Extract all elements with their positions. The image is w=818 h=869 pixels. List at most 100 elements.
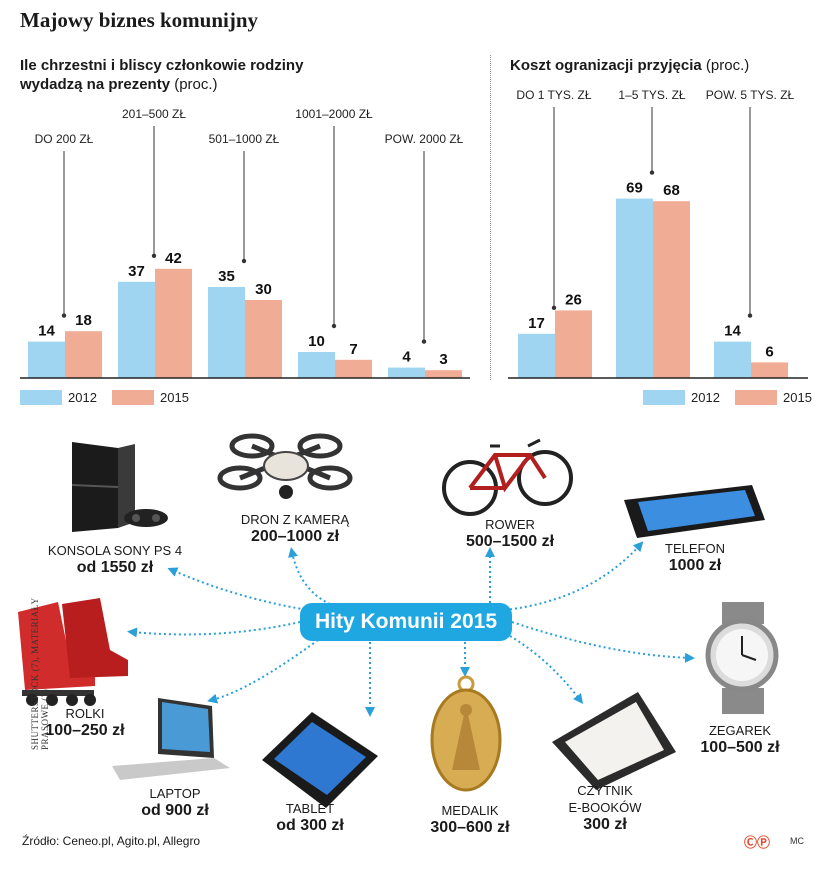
chart1-value-1-2015: 42 (165, 250, 182, 267)
item-konsola-name: KONSOLA SONY PS 4 (47, 543, 183, 558)
arrow-konsola (167, 567, 321, 613)
chart1-value-4-2012: 4 (402, 349, 411, 366)
chart1-unit: (proc.) (174, 76, 218, 93)
phone-icon (624, 485, 765, 538)
item-tablet-name: TABLET (285, 801, 335, 816)
chart2-value-0-2015: 26 (565, 291, 582, 308)
chart1-legend-2015: 2015 (160, 390, 189, 405)
ereader-icon (552, 692, 676, 790)
chart2-legend-swatch-2012 (643, 390, 685, 405)
item-rower-price: 500–1500 zł (465, 533, 555, 550)
chart2-value-1-2012: 69 (626, 180, 643, 197)
chart1-value-3-2015: 7 (349, 341, 357, 358)
chart2-bar-1-2012 (616, 198, 653, 378)
bicycle-icon (442, 438, 573, 516)
hub-label: Hity Komunii 2015 (300, 603, 512, 641)
chart2-bar-2-2012 (714, 341, 751, 378)
chart2-category-2: POW. 5 TYS. ZŁ (706, 88, 795, 102)
chart2-bar-1-2015 (653, 201, 690, 378)
medal-icon (430, 675, 502, 792)
arrow-telefon (504, 541, 644, 611)
chart2-value-1-2015: 68 (663, 182, 680, 199)
item-telefon: TELEFON 1000 zł (630, 540, 760, 574)
item-czytnik-price: 300 zł (583, 816, 627, 833)
item-rolki-price: 100–250 zł (45, 722, 125, 739)
chart1-leader-dot-2 (241, 258, 247, 264)
console-icon (71, 442, 168, 532)
chart1-value-2-2012: 35 (218, 268, 235, 285)
item-konsola-price: od 1550 zł (76, 559, 154, 576)
chart1-bar-3-2015 (335, 359, 372, 378)
chart1-value-3-2012: 10 (308, 333, 325, 350)
chart1-bar-3-2012 (298, 352, 335, 378)
chart1-bar-4-2015 (425, 370, 462, 378)
arrow-zegarek (511, 621, 695, 663)
chart1-bar-4-2012 (388, 367, 425, 378)
chart1-title-line2: wydadzą na prezenty (20, 76, 171, 93)
item-zegarek: ZEGAREK 100–500 zł (670, 722, 810, 756)
item-tablet-price: od 300 zł (276, 817, 344, 834)
chart1-legend-swatch-2015 (112, 390, 154, 405)
drone-icon (217, 433, 353, 499)
chart2-bar-2-2015 (751, 362, 788, 378)
author-initials: MC (790, 836, 804, 846)
publisher-logo: ⒸⓅ (744, 835, 771, 850)
chart2-leader-dot-1 (649, 170, 655, 175)
item-czytnik-name2: E-BOOKÓW (568, 800, 642, 815)
chart1-title: Ile chrzestni i bliscy członkowie rodzin… (20, 56, 303, 94)
arrow-rolki (127, 621, 301, 638)
item-rower: ROWER 500–1500 zł (425, 516, 595, 550)
chart1-category-4: POW. 2000 ZŁ (385, 132, 464, 146)
chart1-value-0-2015: 18 (75, 312, 92, 329)
chart2-value-2-2012: 14 (724, 323, 741, 340)
watch-icon (705, 602, 779, 714)
chart2-bar-0-2015 (555, 310, 592, 378)
item-rolki-name: ROLKI (65, 706, 105, 721)
item-telefon-price: 1000 zł (668, 557, 722, 574)
item-rower-name: ROWER (485, 517, 535, 532)
item-rolki: ROLKI 100–250 zł (15, 705, 155, 739)
chart1-leader-dot-0 (61, 313, 67, 318)
chart2-unit: (proc.) (705, 57, 750, 74)
chart2-category-0: DO 1 TYS. ZŁ (516, 88, 591, 102)
chart1-legend-2012: 2012 (68, 390, 97, 405)
item-tablet: TABLET od 300 zł (245, 800, 375, 834)
item-telefon-name: TELEFON (665, 541, 725, 556)
chart2-leader-dot-2 (747, 313, 753, 318)
chart1-category-3: 1001–2000 ZŁ (295, 107, 373, 121)
chart1-leader-dot-4 (421, 339, 427, 344)
chart1-value-1-2012: 37 (128, 263, 145, 280)
chart1-bar-2-2015 (245, 300, 282, 378)
chart2-legend-2012: 2012 (691, 390, 720, 405)
chart1-bar-1-2012 (118, 281, 155, 378)
item-dron-name: DRON Z KAMERĄ (240, 512, 350, 527)
item-laptop: LAPTOP od 900 zł (105, 785, 245, 819)
item-medalik: MEDALIK 300–600 zł (400, 802, 540, 836)
item-laptop-price: od 900 zł (141, 802, 209, 819)
chart1-value-4-2015: 3 (439, 351, 447, 368)
chart2-value-0-2012: 17 (528, 315, 545, 332)
chart1-legend-swatch-2012 (20, 390, 62, 405)
chart2-legend-swatch-2015 (735, 390, 777, 405)
chart2-title-text: Koszt ogranizacji przyjęcia (510, 57, 702, 74)
chart1-value-2-2015: 30 (255, 281, 272, 298)
item-dron: DRON Z KAMERĄ 200–1000 zł (210, 511, 380, 545)
item-laptop-name: LAPTOP (149, 786, 201, 801)
chart1-bar-0-2012 (28, 341, 65, 378)
item-dron-price: 200–1000 zł (250, 528, 340, 545)
item-czytnik: CZYTNIK E-BOOKÓW 300 zł (540, 782, 670, 833)
chart1-category-1: 201–500 ZŁ (122, 107, 186, 121)
chart2-value-2-2015: 6 (765, 343, 773, 360)
chart2-legend-2015: 2015 (783, 390, 812, 405)
chart2-bar-0-2012 (518, 333, 555, 378)
item-konsola: KONSOLA SONY PS 4 od 1550 zł (30, 542, 200, 576)
chart1-title-line1: Ile chrzestni i bliscy członkowie rodzin… (20, 57, 304, 74)
chart1-bar-1-2015 (155, 268, 192, 378)
chart2-title: Koszt ogranizacji przyjęcia (proc.) (510, 56, 749, 75)
item-zegarek-price: 100–500 zł (700, 739, 780, 756)
chart1-leader-dot-1 (151, 253, 157, 258)
chart1-category-2: 501–1000 ZŁ (209, 132, 280, 146)
item-czytnik-name1: CZYTNIK (577, 783, 633, 798)
chart1-bar-0-2015 (65, 331, 102, 378)
